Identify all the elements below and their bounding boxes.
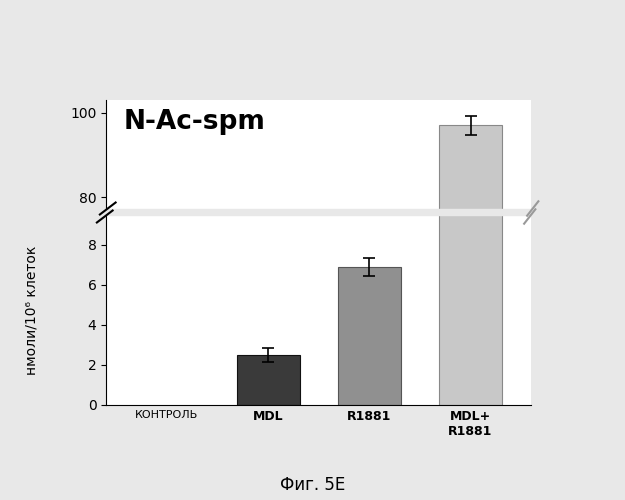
Text: нмоли/10⁶ клеток: нмоли/10⁶ клеток: [24, 246, 38, 374]
Text: N-Ac-spm: N-Ac-spm: [123, 109, 265, 135]
Bar: [439, 126, 502, 500]
Bar: [338, 267, 401, 405]
Text: Фиг. 5E: Фиг. 5E: [280, 476, 345, 494]
Bar: [237, 355, 299, 405]
Bar: [439, 0, 502, 405]
